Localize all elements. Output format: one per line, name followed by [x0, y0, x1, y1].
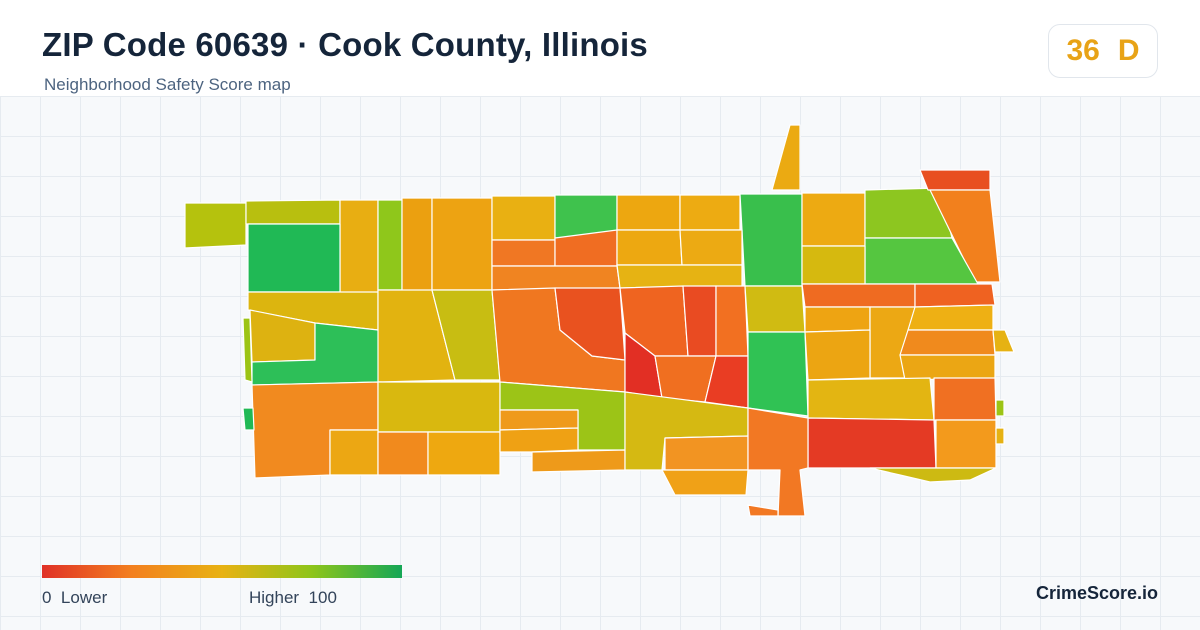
map-region[interactable] — [184, 202, 247, 249]
page-subtitle: Neighborhood Safety Score map — [44, 75, 291, 94]
map-region[interactable] — [995, 399, 1005, 417]
map-region[interactable] — [804, 306, 871, 333]
map-region[interactable] — [491, 239, 556, 267]
map-region[interactable] — [329, 429, 379, 476]
legend-low-label: 0 Lower — [42, 588, 107, 608]
header-background — [0, 0, 1200, 96]
map-region[interactable] — [715, 285, 749, 357]
map-region[interactable] — [245, 199, 341, 225]
map-region[interactable] — [807, 417, 937, 469]
map-region[interactable] — [744, 285, 806, 333]
map-region[interactable] — [491, 195, 556, 241]
map-region[interactable] — [616, 194, 681, 231]
map-region[interactable] — [679, 229, 743, 266]
map-region[interactable] — [339, 199, 379, 296]
map-region[interactable] — [679, 194, 741, 231]
score-value: 36 — [1066, 34, 1100, 67]
page-title: ZIP Code 60639 · Cook County, Illinois — [42, 26, 648, 63]
legend-high-label: Higher 100 — [249, 588, 337, 608]
map-region[interactable] — [914, 283, 996, 308]
brand-logo[interactable]: CrimeScore.io — [1036, 583, 1159, 603]
map-region[interactable] — [935, 419, 997, 469]
map-region[interactable] — [771, 124, 801, 191]
map-region[interactable] — [992, 329, 1015, 353]
map-region[interactable] — [747, 504, 779, 517]
legend-low-text: Lower — [60, 588, 108, 607]
map-region[interactable] — [377, 381, 501, 433]
map-region[interactable] — [739, 193, 803, 287]
map-region[interactable] — [747, 407, 809, 517]
map-region[interactable] — [919, 169, 991, 191]
map-region[interactable] — [491, 265, 621, 291]
map-region[interactable] — [661, 469, 749, 496]
map-region[interactable] — [801, 283, 916, 308]
legend-low-value: 0 — [42, 588, 52, 607]
map-region[interactable] — [664, 435, 749, 471]
map-region[interactable] — [801, 192, 866, 247]
map-region[interactable] — [377, 199, 403, 291]
map-region[interactable] — [616, 264, 743, 289]
map-region[interactable] — [499, 427, 579, 453]
safety-score-card: 36 D — [1048, 24, 1158, 78]
map-region[interactable] — [377, 431, 429, 476]
map-region[interactable] — [869, 467, 997, 483]
map-region[interactable] — [682, 285, 717, 357]
map-region[interactable] — [747, 331, 809, 417]
legend-high-value: 100 — [308, 588, 337, 607]
map-region[interactable] — [242, 317, 253, 383]
map-region[interactable] — [807, 377, 935, 421]
map-region[interactable] — [247, 223, 341, 293]
score-grade: D — [1117, 34, 1140, 67]
map-region[interactable] — [242, 407, 255, 431]
map-region[interactable] — [907, 304, 994, 331]
map-region[interactable] — [899, 354, 996, 381]
map-region[interactable] — [554, 287, 626, 361]
map-region[interactable] — [616, 229, 683, 266]
map-region[interactable] — [804, 329, 871, 381]
map-region[interactable] — [431, 197, 493, 291]
map-region[interactable] — [401, 197, 433, 293]
map-region[interactable] — [933, 377, 997, 421]
map-region[interactable] — [427, 431, 501, 476]
map-region[interactable] — [801, 245, 866, 285]
map-region[interactable] — [499, 409, 579, 431]
map-region[interactable] — [531, 449, 626, 473]
legend-gradient-bar — [42, 565, 402, 578]
map-region[interactable] — [899, 329, 996, 356]
map-region[interactable] — [995, 427, 1005, 445]
legend-high-text: Higher — [249, 588, 300, 607]
